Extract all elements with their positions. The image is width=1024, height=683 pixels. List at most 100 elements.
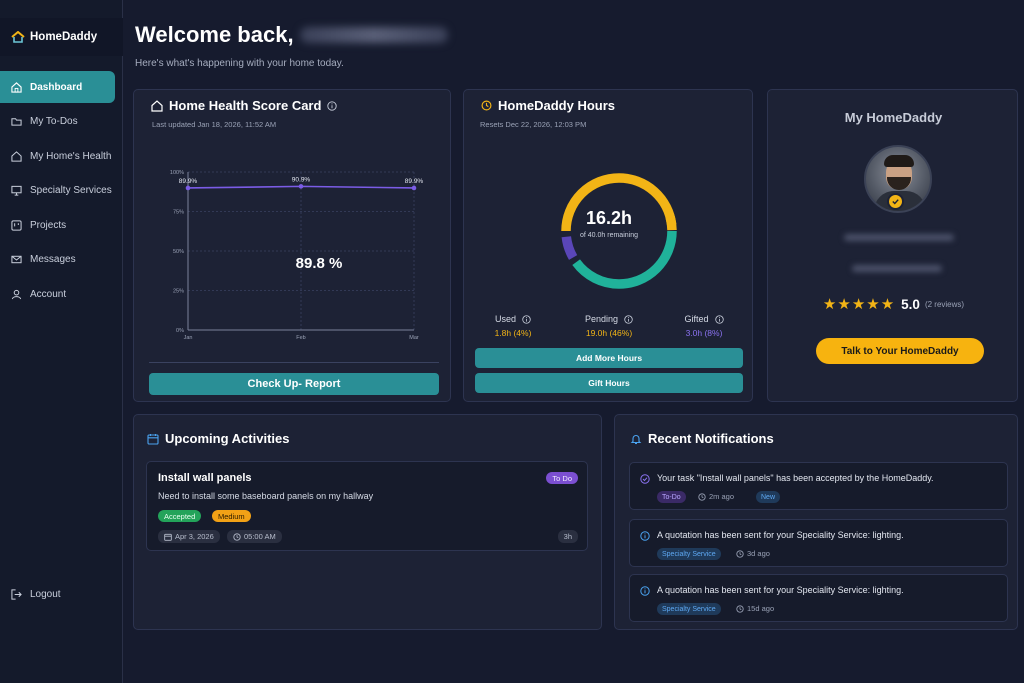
sidebar-item-messages[interactable]: Messages bbox=[0, 244, 115, 276]
y-tick-label: 50% bbox=[173, 249, 184, 255]
hours-resets: Resets Dec 22, 2026, 12:03 PM bbox=[480, 120, 587, 129]
recent-notifications-card: Recent Notifications Your task "Install … bbox=[614, 414, 1018, 630]
sidebar-item-label: Projects bbox=[30, 219, 67, 231]
hours-card-title: HomeDaddy Hours bbox=[481, 98, 615, 113]
y-tick-label: 100% bbox=[170, 170, 184, 176]
info-icon bbox=[640, 586, 650, 596]
stat-gifted-value: 3.0h (8%) bbox=[685, 328, 723, 338]
notification-item[interactable]: Your task "Install wall panels" has been… bbox=[629, 462, 1008, 510]
sidebar-item-home-health[interactable]: My Home's Health bbox=[0, 140, 115, 172]
ring-center: 16.2h of 40.0h remaining bbox=[464, 208, 754, 239]
stat-gifted-label: Gifted bbox=[684, 314, 709, 324]
blurred-phone bbox=[852, 265, 942, 272]
stat-used-label: Used bbox=[494, 314, 516, 324]
sidebar-item-label: Messages bbox=[30, 254, 76, 265]
star-icon: ★ bbox=[866, 296, 880, 313]
info-icon[interactable] bbox=[327, 100, 338, 111]
notification-time-text: 2m ago bbox=[709, 492, 735, 501]
activity-duration: 3h bbox=[557, 530, 578, 543]
hours-remaining-value: 16.2h bbox=[585, 208, 633, 228]
notification-tag: Specialty Service bbox=[657, 548, 721, 560]
sidebar-item-label: Account bbox=[30, 288, 67, 300]
y-tick-label: 25% bbox=[173, 289, 184, 295]
check-up-report-button[interactable]: Check Up- Report bbox=[149, 373, 439, 395]
info-icon[interactable] bbox=[624, 314, 633, 324]
activity-time-text: 05:00 AM bbox=[244, 532, 276, 541]
house-icon bbox=[151, 99, 163, 112]
sidebar-item-account[interactable]: Account bbox=[0, 278, 115, 310]
rating-count: (2 reviews) bbox=[924, 300, 965, 309]
upcoming-activities-card: Upcoming Activities Install wall panels … bbox=[133, 414, 602, 630]
add-more-hours-button[interactable]: Add More Hours bbox=[475, 348, 743, 368]
sidebar-item-dashboard[interactable]: Dashboard bbox=[0, 71, 115, 103]
stat-used: Used 1.8h (4%) bbox=[473, 314, 553, 338]
rating: ★ ★ ★ ★ ★ 5.0 (2 reviews) bbox=[768, 297, 1019, 312]
data-label: 89.9% bbox=[179, 178, 198, 185]
notification-text: A quotation has been sent for your Speci… bbox=[657, 585, 904, 595]
clock-icon bbox=[233, 532, 241, 541]
star-icon: ★ bbox=[822, 296, 837, 313]
health-divider bbox=[149, 362, 439, 363]
star-icon: ★ bbox=[837, 296, 851, 313]
check-circle-icon bbox=[640, 474, 650, 484]
notification-item[interactable]: A quotation has been sent for your Speci… bbox=[629, 519, 1008, 567]
health-updated: Last updated Jan 18, 2026, 11:52 AM bbox=[152, 120, 277, 129]
activity-title: Install wall panels bbox=[158, 472, 252, 484]
ring-pending bbox=[561, 173, 677, 289]
notification-item[interactable]: A quotation has been sent for your Speci… bbox=[629, 574, 1008, 622]
data-point bbox=[411, 185, 417, 191]
notification-time: 15d ago bbox=[736, 604, 774, 613]
sidebar-item-label: My Home's Health bbox=[30, 150, 112, 162]
notification-text: Your task "Install wall panels" has been… bbox=[657, 473, 934, 483]
gift-hours-button[interactable]: Gift Hours bbox=[475, 373, 743, 393]
y-tick-label: 0% bbox=[176, 328, 184, 334]
logout-icon bbox=[11, 588, 22, 600]
sidebar-item-label: Specialty Services bbox=[30, 185, 112, 196]
stat-gifted: Gifted 3.0h (8%) bbox=[664, 314, 744, 338]
data-label: 90.9% bbox=[292, 176, 311, 183]
my-homedaddy-title: My HomeDaddy bbox=[844, 110, 943, 125]
sidebar-item-label: Dashboard bbox=[30, 81, 83, 93]
notification-tag: To-Do bbox=[657, 491, 686, 503]
star-icon: ★ bbox=[880, 296, 895, 313]
ring-remaining bbox=[561, 173, 677, 289]
activity-date: Apr 3, 2026 bbox=[158, 530, 220, 543]
notification-time: 3d ago bbox=[736, 549, 770, 558]
stat-pending-value: 19.0h (46%) bbox=[585, 328, 633, 338]
welcome-text: Welcome back, bbox=[135, 22, 294, 47]
sidebar-item-specialty-services[interactable]: Specialty Services bbox=[0, 175, 115, 207]
logout-label: Logout bbox=[30, 588, 61, 600]
sidebar-item-todos[interactable]: My To-Dos bbox=[0, 106, 115, 138]
calendar-icon bbox=[147, 433, 159, 445]
health-score-card: Home Health Score Card Last updated Jan … bbox=[133, 89, 451, 402]
activity-description: Need to install some baseboard panels on… bbox=[158, 491, 374, 501]
info-icon[interactable] bbox=[714, 314, 724, 324]
sidebar-item-projects[interactable]: Projects bbox=[0, 209, 115, 241]
info-icon[interactable] bbox=[522, 314, 531, 324]
sidebar-nav: Dashboard My To-Dos My Home's Health Spe… bbox=[0, 71, 123, 313]
y-tick-label: 75% bbox=[173, 210, 184, 216]
stat-used-value: 1.8h (4%) bbox=[494, 328, 532, 338]
stat-pending-label: Pending bbox=[584, 314, 619, 324]
home-icon bbox=[11, 81, 22, 93]
clock-icon bbox=[736, 604, 744, 613]
bell-icon bbox=[630, 434, 642, 444]
info-icon bbox=[640, 531, 650, 541]
sidebar-item-label: My To-Dos bbox=[30, 116, 78, 127]
talk-to-homedaddy-button[interactable]: Talk to Your HomeDaddy bbox=[816, 338, 984, 364]
x-tick-label: Jan bbox=[184, 335, 193, 341]
clock-icon bbox=[736, 549, 744, 558]
notification-tag: Specialty Service bbox=[657, 603, 721, 615]
activity-item[interactable]: Install wall panels To Do Need to instal… bbox=[146, 461, 588, 551]
notifications-title: Recent Notifications bbox=[630, 431, 774, 446]
health-line-chart: 0% 25% 50% 75% 100% Jan Feb Mar 89.9% 90.9% 89.9% 8… bbox=[170, 170, 424, 341]
activities-title: Upcoming Activities bbox=[147, 431, 289, 446]
brand-logo[interactable]: HomeDaddy bbox=[0, 18, 123, 56]
priority-badge: Medium bbox=[212, 510, 251, 522]
data-point bbox=[298, 184, 304, 189]
logout-button[interactable]: Logout bbox=[0, 579, 115, 609]
page-title: Welcome back, bbox=[135, 22, 448, 48]
star-icon: ★ bbox=[851, 296, 866, 313]
notification-time-text: 3d ago bbox=[747, 549, 770, 558]
hours-ring-chart bbox=[561, 173, 677, 289]
